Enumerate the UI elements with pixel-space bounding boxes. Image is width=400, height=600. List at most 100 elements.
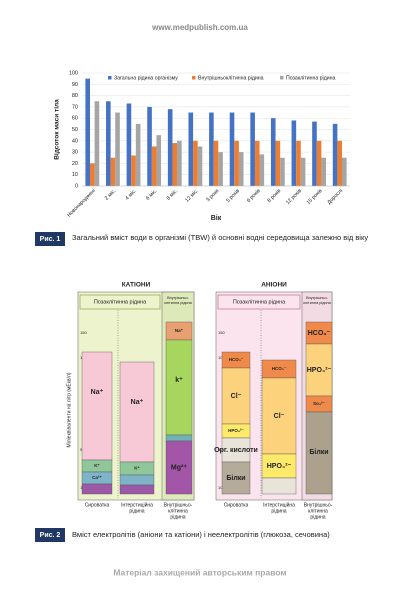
header-label: Внутрішньо- — [306, 296, 328, 300]
tick-label: 50 — [218, 447, 223, 452]
bar — [316, 140, 322, 186]
header-band — [217, 294, 301, 310]
bar — [94, 101, 100, 186]
bar — [151, 146, 157, 186]
bar — [291, 120, 297, 186]
ion-label: Na⁺ — [91, 389, 104, 396]
y-tick-label: 40 — [72, 138, 78, 144]
x-tick-label: 15 років — [306, 188, 324, 206]
ion-segment — [221, 461, 251, 495]
axis-label: Міліеквіваленти на літр (мЕкв/л) — [66, 372, 72, 447]
bar — [300, 157, 306, 186]
bar — [167, 109, 173, 186]
column-label: рідина — [310, 514, 325, 520]
ion-segment — [261, 477, 297, 495]
bar — [209, 112, 214, 186]
header-band — [79, 294, 161, 310]
bar — [135, 123, 141, 186]
bar — [229, 112, 235, 186]
legend-swatch — [280, 76, 284, 80]
header-label: Внутрішньо- — [167, 296, 189, 300]
column-label: Інтерстиційна — [263, 501, 295, 508]
y-axis-label: Відсоток маси тіла — [53, 99, 61, 160]
y-tick-label: 0 — [75, 183, 78, 189]
x-tick-label: 12 років — [285, 188, 303, 206]
ion-segment — [165, 440, 193, 495]
ion-label: Cl⁻ — [274, 413, 285, 420]
ion-label: Ca²⁺ — [92, 475, 102, 480]
ion-label: Cl⁻ — [231, 393, 242, 400]
bar — [337, 140, 342, 186]
column-label: рідина — [170, 514, 185, 520]
ion-label: Білки — [309, 448, 328, 456]
x-axis-label: Вік — [211, 214, 222, 222]
x-tick-label: 6 міс. — [145, 188, 159, 202]
bar — [250, 112, 255, 186]
y-tick-label: 60 — [72, 116, 78, 122]
fig-label-bg — [35, 528, 65, 542]
y-tick-label: 90 — [72, 82, 78, 88]
y-tick-label: 100 — [69, 70, 78, 76]
legend-swatch — [108, 76, 112, 80]
fig-caption: Загальний вміст води в організмі (TBW) й… — [72, 233, 369, 242]
fig-label: Рис. 1 — [40, 236, 61, 243]
panel-title: КАТІОНИ — [122, 282, 151, 289]
ion-label: Na⁺ — [131, 399, 144, 406]
ion-label: Орг. кислоти — [214, 447, 258, 454]
bar — [126, 103, 132, 186]
x-tick-label: 4 міс. — [124, 188, 138, 202]
header-label: Позаклітинна рідина — [233, 299, 286, 305]
y-tick-label: 70 — [72, 104, 78, 110]
column-label: Інтерстиційна — [121, 501, 153, 508]
ion-label: k⁺ — [175, 377, 183, 384]
x-tick-label: 8 міс. — [166, 188, 180, 202]
caption-box: Загальний вміст води в організмі (TBW) й… — [72, 233, 369, 242]
bar — [85, 78, 91, 186]
ion-segment — [221, 367, 251, 425]
ion-label: So₄²⁻ — [313, 401, 325, 406]
bar — [270, 118, 276, 186]
x-tick-label: Новонароджені — [66, 188, 96, 218]
column-label: рідина — [271, 508, 286, 514]
ion-label: Na⁺ — [175, 328, 184, 333]
bar — [234, 140, 239, 186]
site-url: www.medpublish.com.ua — [151, 23, 248, 32]
column-label: Внутрішньо- — [304, 502, 333, 508]
header-label: клітинна рідина — [303, 301, 331, 305]
ion-label: HPO₄²⁻ — [267, 463, 292, 470]
bar — [321, 157, 326, 186]
tick-label: 100 — [218, 355, 225, 360]
x-tick-label: 12 міс. — [184, 188, 200, 204]
ion-label: HPO₄²⁻ — [228, 428, 244, 433]
bar — [218, 152, 223, 186]
ion-segment — [119, 474, 155, 486]
ion-label: K⁺ — [94, 463, 100, 468]
ion-segment — [165, 339, 193, 436]
column-label: рідина — [129, 508, 144, 514]
column-label: Внутрішньо- — [164, 502, 193, 508]
ion-segment — [261, 377, 297, 455]
header-label: Позаклітинна рідина — [94, 299, 147, 305]
ion-label: Білки — [226, 474, 245, 482]
ion-label: HCO₃⁻ — [229, 357, 244, 362]
legend-label: Позаклітинна рідина — [286, 75, 335, 81]
x-tick-label: 3 роки — [205, 188, 220, 203]
bar — [332, 123, 338, 186]
bar — [238, 152, 244, 186]
bar — [147, 106, 152, 186]
bar — [131, 155, 136, 186]
tick-label: 10 — [218, 485, 223, 490]
ion-label: HCO₃⁻ — [272, 366, 287, 371]
x-tick-label: 6 років — [246, 188, 262, 204]
ion-segment — [81, 351, 113, 461]
fig-label: Рис. 2 — [40, 532, 61, 539]
ion-segment — [81, 483, 113, 495]
bar — [341, 157, 347, 186]
legend-label: Внутрішньоклітинна рідина — [198, 75, 264, 81]
tick-label: 150 — [80, 330, 87, 335]
ion-segment — [119, 361, 155, 463]
ion-segment — [119, 484, 155, 495]
x-tick-label: 8 років — [266, 188, 282, 204]
y-tick-label: 30 — [72, 150, 78, 156]
